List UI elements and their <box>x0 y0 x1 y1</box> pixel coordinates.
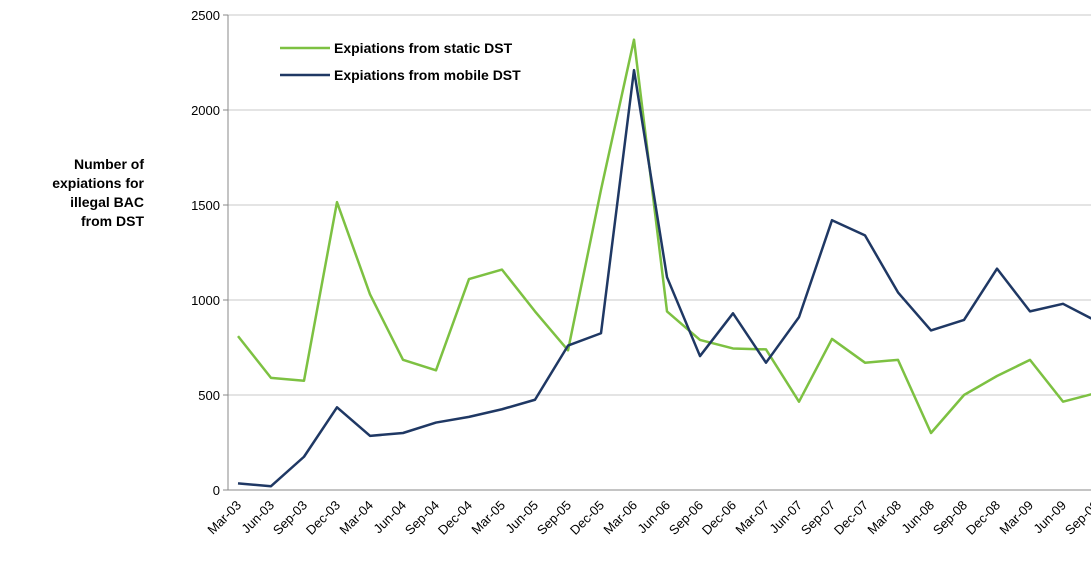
x-tick-label: Dec-04 <box>435 498 475 538</box>
x-tick-label: Dec-06 <box>699 498 739 538</box>
y-tick-label: 500 <box>198 388 220 403</box>
x-tick-label: Mar-05 <box>468 498 508 538</box>
x-tick-label: Sep-08 <box>930 498 970 538</box>
y-tick-label: 1000 <box>191 293 220 308</box>
x-tick-label: Dec-08 <box>963 498 1003 538</box>
y-axis-label: Number of expiations for illegal BAC fro… <box>52 156 144 229</box>
x-tick-label: Sep-03 <box>270 498 310 538</box>
y-tick-label: 2500 <box>191 8 220 23</box>
y-tick-label: 0 <box>213 483 220 498</box>
x-tick-label: Mar-04 <box>336 498 376 538</box>
y-tick-label: 1500 <box>191 198 220 213</box>
x-tick-label: Jun-08 <box>898 498 937 537</box>
x-tick-label: Sep-06 <box>666 498 706 538</box>
x-tick-label: Jun-09 <box>1030 498 1069 537</box>
x-tick-label: Sep-04 <box>402 498 442 538</box>
x-tick-label: Jun-07 <box>766 498 805 537</box>
x-tick-label: Dec-07 <box>831 498 871 538</box>
series-line <box>237 38 1091 435</box>
x-tick-label: Sep-05 <box>534 498 574 538</box>
x-tick-label: Sep-09 <box>1062 498 1091 538</box>
x-tick-label: Jun-06 <box>634 498 673 537</box>
x-tick-label: Jun-04 <box>370 498 409 537</box>
x-tick-label: Dec-05 <box>567 498 607 538</box>
legend-label: Expiations from mobile DST <box>334 67 521 83</box>
series-line <box>237 68 1091 488</box>
x-tick-label: Mar-03 <box>204 498 244 538</box>
x-tick-label: Jun-03 <box>238 498 277 537</box>
legend-label: Expiations from static DST <box>334 40 513 56</box>
x-tick-label: Mar-07 <box>732 498 772 538</box>
y-tick-label: 2000 <box>191 103 220 118</box>
x-tick-label: Jun-05 <box>502 498 541 537</box>
x-tick-label: Mar-06 <box>600 498 640 538</box>
x-tick-label: Sep-07 <box>798 498 838 538</box>
x-tick-label: Mar-09 <box>996 498 1036 538</box>
x-tick-label: Mar-08 <box>864 498 904 538</box>
x-tick-label: Dec-03 <box>303 498 343 538</box>
